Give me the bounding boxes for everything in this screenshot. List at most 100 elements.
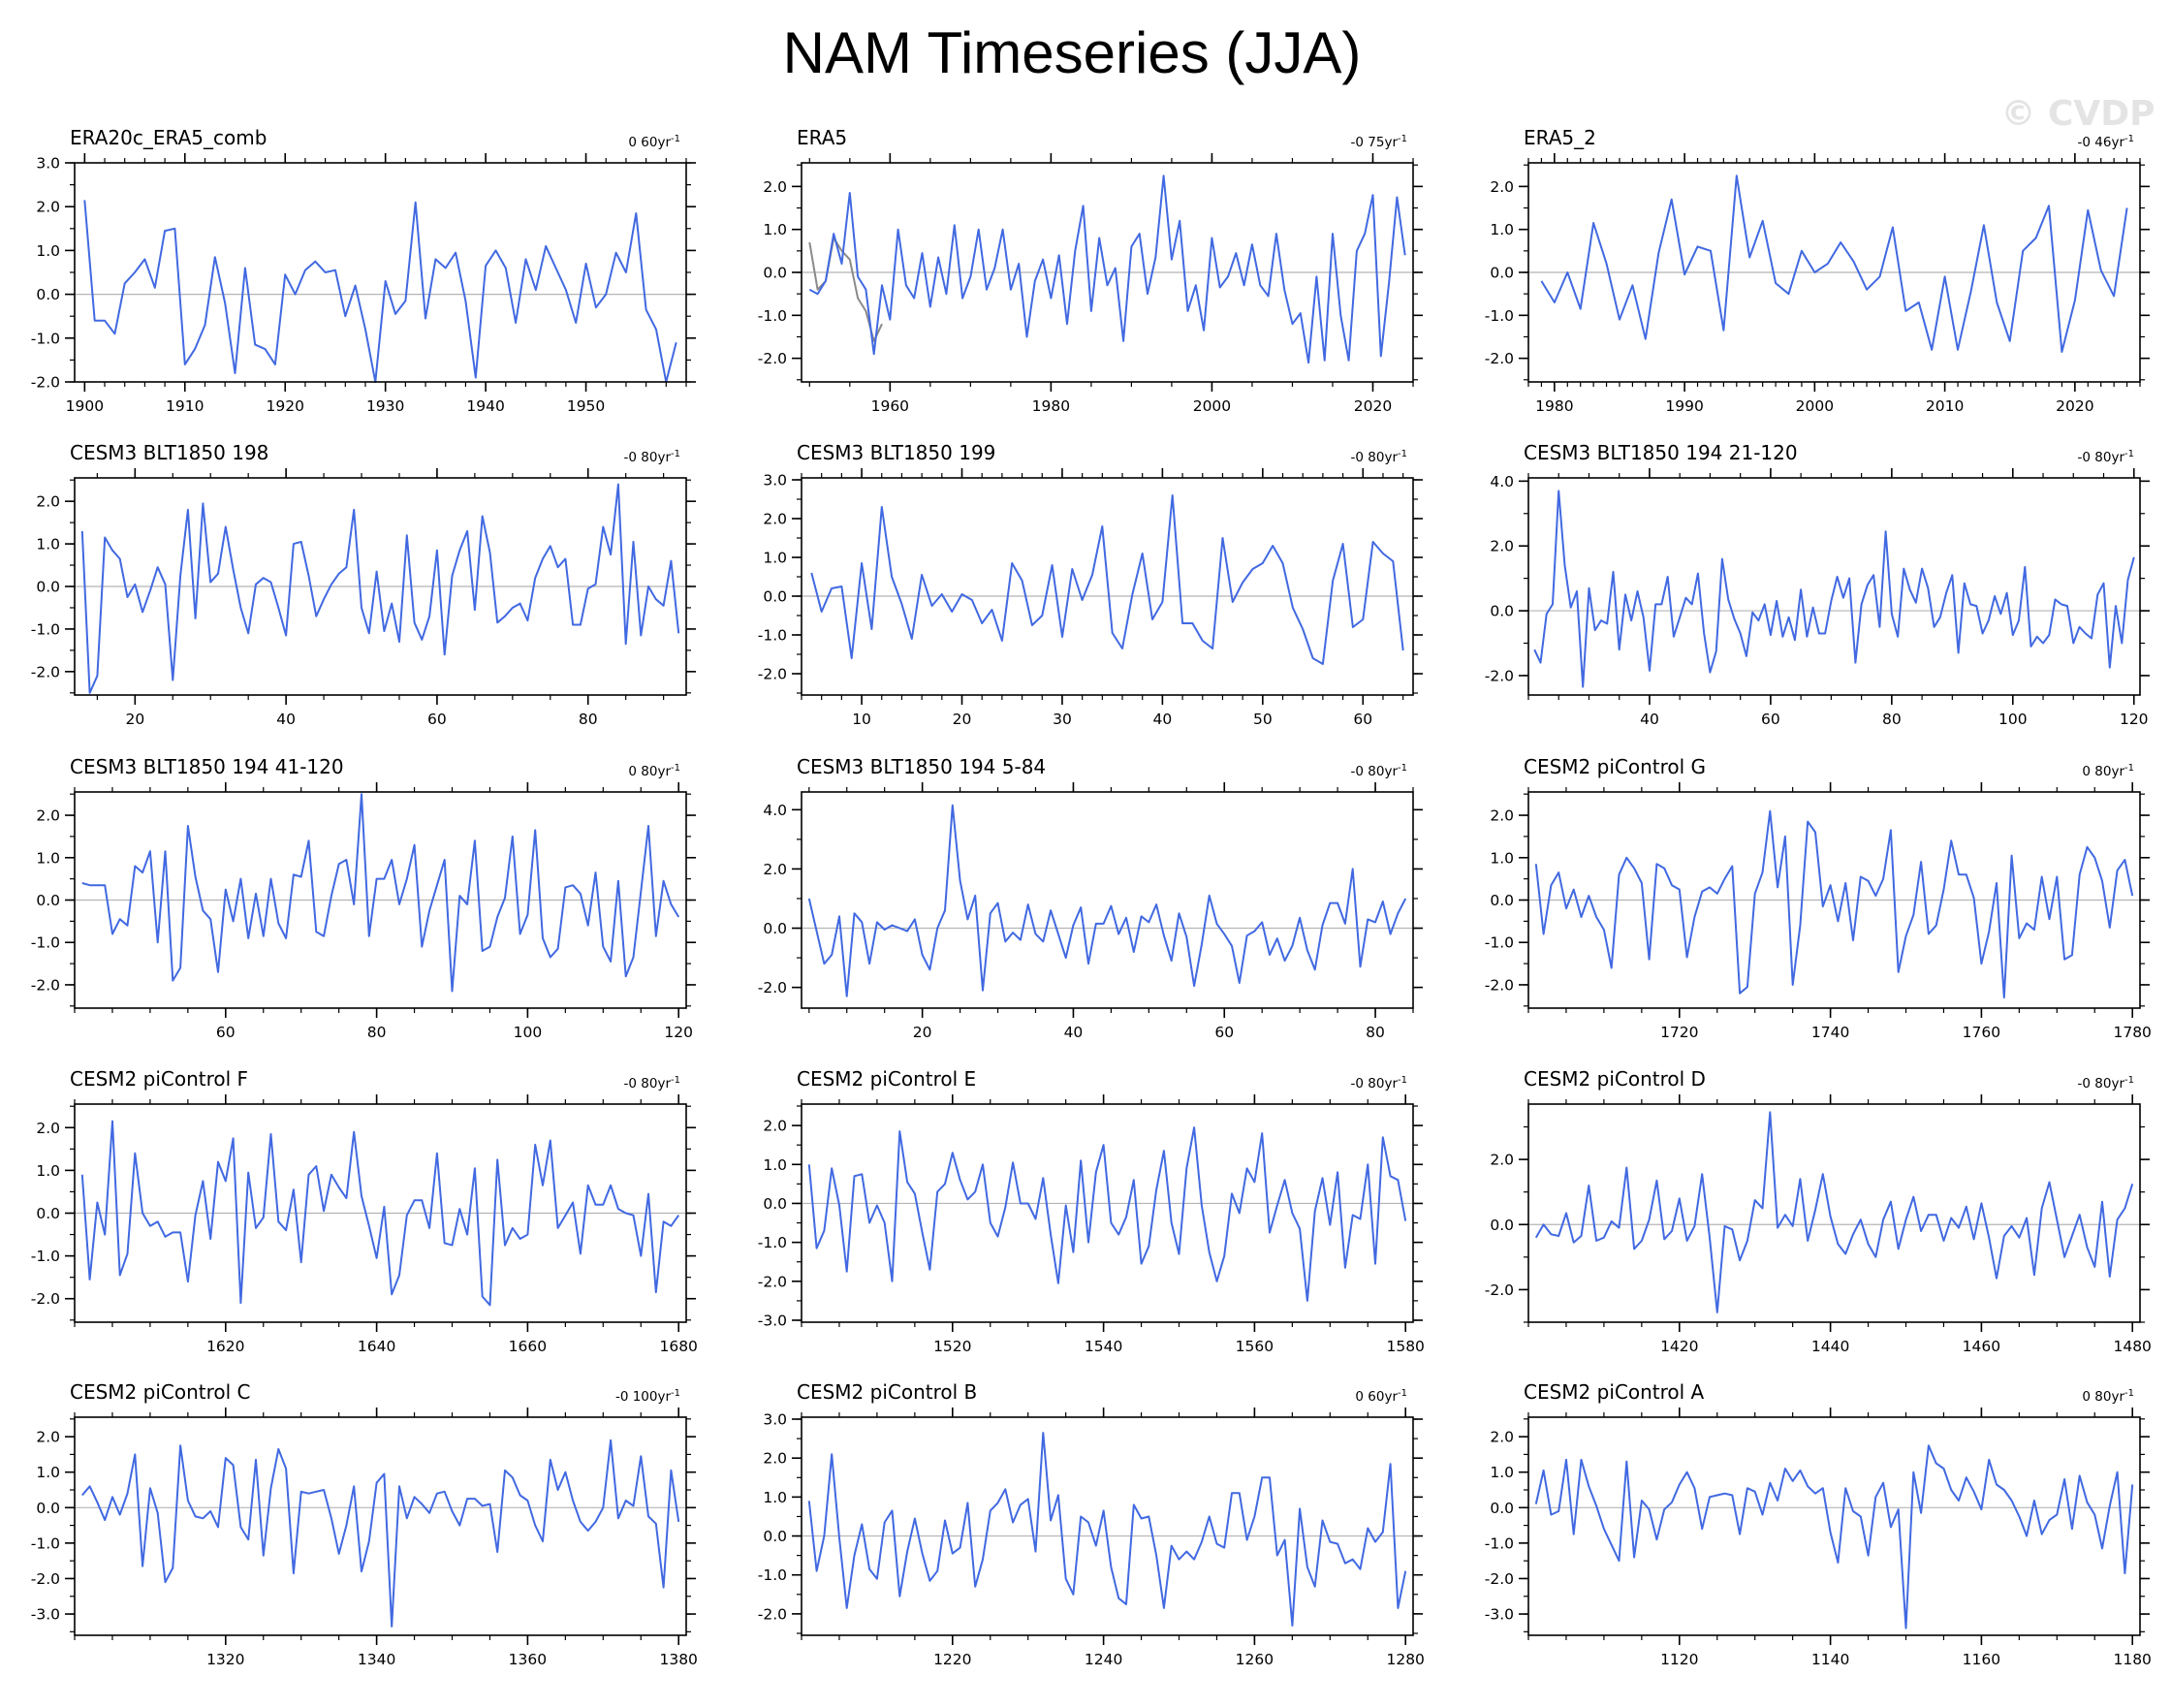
x-tick-label: 100 <box>1998 711 2028 728</box>
x-tick-label: 80 <box>1366 1024 1385 1041</box>
x-tick-label: 80 <box>367 1024 387 1041</box>
y-tick-label: 0.0 <box>36 892 60 909</box>
x-tick-label: 120 <box>664 1024 693 1041</box>
x-tick-label: 1280 <box>1386 1651 1424 1668</box>
panel-10: CESM2 piControl F -0 80yr-1 1620 1640 1660 16… <box>31 1067 698 1355</box>
trend-exponent: -1 <box>2124 134 2134 144</box>
panel-9: CESM2 piControl G 0 80yr-1 1720 1740 1760 178… <box>1485 755 2152 1041</box>
x-tick-label: 1360 <box>509 1651 547 1668</box>
series-line <box>80 1120 680 1307</box>
x-tick-label: 60 <box>1214 1024 1234 1041</box>
trend-label: -0 75yr-1 <box>1351 134 1407 150</box>
trend-label: 0 80yr-1 <box>628 763 680 779</box>
y-tick-label: -1.0 <box>1485 934 1514 952</box>
panel-1: ERA20c_ERA5_comb 0 60yr-1 1900 1910 1920 1930… <box>31 126 696 415</box>
x-tick-label: 10 <box>852 711 871 728</box>
x-tick-label: 1780 <box>2113 1024 2151 1041</box>
x-tick-label: 1900 <box>66 397 104 415</box>
panel-3: ERA5_2 -0 46yr-1 1980 1990 2000 2010 2020 -2.0 -… <box>1485 126 2150 415</box>
x-tick-label: 1320 <box>206 1651 244 1668</box>
y-tick-label: 0.0 <box>36 579 60 596</box>
y-tick-label: -1.0 <box>1485 1534 1514 1552</box>
panel-15: CESM2 piControl A 0 80yr-1 1120 1140 1160 118… <box>1485 1380 2152 1668</box>
trend-exponent: -1 <box>2124 449 2134 459</box>
y-tick-label: 1.0 <box>36 849 60 867</box>
y-tick-label: -1.0 <box>758 1234 787 1251</box>
x-tick-label: 60 <box>1761 711 1780 728</box>
panel-title: CESM3 BLT1850 194 41-120 <box>70 755 344 778</box>
x-tick-label: 1910 <box>166 397 204 415</box>
y-tick-label: 0.0 <box>36 286 60 303</box>
x-tick-label: 40 <box>276 711 296 728</box>
y-tick-label: -2.0 <box>1485 976 1514 994</box>
y-tick-label: 2.0 <box>1490 178 1514 196</box>
trend-value: 0 80yr <box>628 764 671 779</box>
y-tick-label: 2.0 <box>1490 1429 1514 1446</box>
y-tick-label: -2.0 <box>1485 350 1514 367</box>
plot-frame <box>1527 1103 2141 1323</box>
panel-title: CESM2 piControl F <box>70 1067 248 1091</box>
trend-label: 0 60yr-1 <box>628 134 680 150</box>
panel-6: CESM3 BLT1850 194 21-120 -0 80yr-1 40 60 80 1… <box>1485 441 2150 728</box>
series-line <box>807 1126 1407 1302</box>
y-tick-label: 2.0 <box>763 178 787 196</box>
x-tick-label: 60 <box>216 1024 236 1041</box>
x-tick-label: 1720 <box>1660 1024 1698 1041</box>
x-tick-label: 80 <box>1882 711 1902 728</box>
y-tick-label: -1.0 <box>31 620 60 638</box>
y-tick-label: -2.0 <box>1485 1570 1514 1588</box>
y-tick-label: 0.0 <box>763 920 787 937</box>
x-tick-label: 20 <box>125 711 144 728</box>
x-tick-label: 1120 <box>1660 1651 1698 1668</box>
panel-2: ERA5 -0 75yr-1 1960 1980 2000 2020 -2.0 -1.0 0.0… <box>758 126 1423 415</box>
x-tick-label: 60 <box>427 711 447 728</box>
y-tick-label: 0.0 <box>36 1500 60 1517</box>
series-line <box>1534 809 2134 999</box>
y-tick-label: -1.0 <box>31 330 60 347</box>
panel-14: CESM2 piControl B 0 60yr-1 1220 1240 1260 128… <box>758 1380 1425 1668</box>
y-tick-label: -2.0 <box>31 663 60 680</box>
x-tick-label: 2000 <box>1796 397 1834 415</box>
trend-value: 0 80yr <box>2082 1389 2124 1405</box>
x-tick-label: 1680 <box>659 1338 697 1355</box>
y-tick-label: -1.0 <box>31 1248 60 1265</box>
plot-frame <box>801 1103 1414 1323</box>
y-tick-label: 1.0 <box>36 242 60 260</box>
y-tick-label: -2.0 <box>758 666 787 683</box>
panel-12: CESM2 piControl D -0 80yr-1 1420 1440 1460 14… <box>1485 1067 2152 1355</box>
x-tick-label: 1580 <box>1386 1338 1424 1355</box>
x-tick-label: 60 <box>1353 711 1372 728</box>
trend-value: -0 100yr <box>615 1389 672 1405</box>
y-tick-label: 0.0 <box>763 265 787 282</box>
x-tick-label: 40 <box>1064 1024 1084 1041</box>
trend-value: -0 46yr <box>2078 135 2125 150</box>
trend-label: -0 80yr-1 <box>2078 449 2134 465</box>
y-tick-label: 0.0 <box>1490 603 1514 620</box>
y-tick-label: 1.0 <box>763 221 787 238</box>
trend-exponent: -1 <box>1398 1075 1407 1086</box>
panel-7: CESM3 BLT1850 194 41-120 0 80yr-1 60 80 100 1… <box>31 755 696 1041</box>
y-tick-label: 3.0 <box>36 155 60 173</box>
x-tick-label: 80 <box>579 711 598 728</box>
y-tick-label: 1.0 <box>763 1489 787 1506</box>
x-tick-label: 1990 <box>1665 397 1703 415</box>
y-tick-label: 0.0 <box>1490 265 1514 282</box>
panel-title: ERA20c_ERA5_comb <box>70 126 267 149</box>
x-tick-label: 1980 <box>1535 397 1573 415</box>
x-tick-label: 1180 <box>2113 1651 2151 1668</box>
x-tick-label: 1940 <box>466 397 504 415</box>
x-tick-label: 1930 <box>366 397 404 415</box>
y-tick-label: 0.0 <box>763 1195 787 1213</box>
x-tick-label: 1340 <box>358 1651 395 1668</box>
y-tick-label: -3.0 <box>758 1312 787 1329</box>
panel-title: CESM2 piControl C <box>70 1380 251 1404</box>
x-tick-label: 1520 <box>933 1338 971 1355</box>
y-tick-label: -2.0 <box>1485 1281 1514 1299</box>
trend-label: -0 80yr-1 <box>1351 1075 1407 1091</box>
y-tick-label: 2.0 <box>1490 538 1514 555</box>
plot-frame <box>801 791 1414 1009</box>
trend-value: -0 80yr <box>1351 1076 1399 1091</box>
trend-exponent: -1 <box>2124 1388 2134 1399</box>
